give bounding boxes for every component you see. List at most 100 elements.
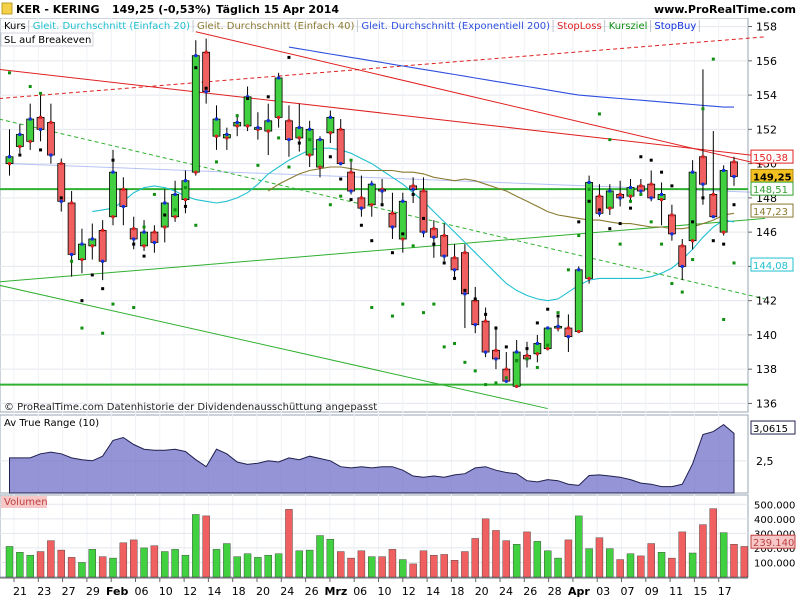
stoploss-marker	[287, 119, 291, 123]
stopbuy-marker	[163, 201, 167, 205]
volume-bar	[368, 556, 376, 578]
atr-title: Av True Range (10)	[4, 418, 99, 429]
green-dot	[473, 369, 477, 373]
green-dot	[680, 290, 684, 294]
stoploss-marker	[473, 299, 477, 303]
stopbuy-marker	[277, 76, 281, 80]
volume-bar	[357, 550, 366, 578]
price-marker-label: 147,23	[753, 207, 788, 218]
green-dot	[132, 306, 136, 310]
candle-body	[647, 183, 656, 199]
stoploss-marker	[432, 227, 436, 231]
volume-bar	[295, 550, 303, 578]
date-axis: 21 23 27 29 Feb 06 10 12 14 18 20 24 26 Mrz 06 10 12 14 18…	[0, 577, 748, 598]
legend-item-3: Gleit. Durchschnitt (Exponentiell 200)	[361, 21, 550, 32]
volume-bar	[285, 509, 293, 578]
stopbuy-marker	[473, 323, 477, 327]
stopbuy-marker	[246, 95, 250, 99]
stoploss-marker	[121, 187, 125, 191]
candle-body	[26, 118, 35, 142]
price-marker-box	[750, 203, 794, 218]
volume-bar	[171, 549, 179, 578]
stoploss-marker	[215, 134, 218, 138]
green-dot	[597, 112, 601, 116]
volume-bar	[699, 524, 707, 578]
stoploss-marker	[256, 127, 260, 131]
green-dot	[142, 225, 146, 229]
stoploss-marker	[691, 239, 695, 243]
volume-bar	[512, 544, 521, 578]
stopbuy-marker	[287, 138, 291, 142]
stoploss-marker	[101, 228, 105, 232]
stopbuy-marker	[504, 379, 508, 383]
stopbuy-marker	[359, 206, 363, 210]
price-tick-label: 152	[756, 123, 777, 136]
stoploss-marker	[266, 129, 270, 133]
stoploss-marker	[380, 187, 384, 191]
candle-body	[36, 116, 45, 130]
stopbuy-marker	[339, 162, 343, 166]
date-tick-label: 26	[523, 585, 537, 598]
sl-label-box	[0, 32, 94, 47]
price-tick-label: 146	[756, 226, 777, 239]
stoploss-marker	[670, 213, 674, 217]
stoploss-marker	[504, 367, 508, 371]
stoploss-marker	[111, 215, 115, 219]
volume-tick-label: 400.000	[754, 515, 795, 526]
volume-bar	[16, 552, 24, 578]
candle-body	[460, 252, 469, 295]
candle-body	[533, 343, 542, 355]
volume-bar	[533, 541, 542, 578]
candle-body	[140, 231, 148, 247]
stopbuy-marker	[608, 189, 612, 193]
candle-body	[678, 245, 687, 267]
stoploss-marker	[649, 182, 653, 186]
atr-marker-label: 3,0615	[753, 424, 788, 435]
volume-bar	[399, 559, 407, 578]
stopbuy-marker	[577, 268, 581, 272]
stopbuy-marker	[566, 335, 570, 339]
stopbuy-marker	[90, 237, 94, 241]
stopbuy-marker	[18, 132, 22, 136]
date-tick-label: 10	[159, 585, 173, 598]
stopbuy-marker	[204, 90, 208, 94]
stopbuy-marker	[494, 357, 498, 361]
stoploss-marker	[422, 189, 425, 193]
candle-body	[357, 197, 366, 209]
black-dot	[473, 297, 477, 301]
stoploss-marker	[722, 230, 726, 234]
volume-bar	[181, 554, 190, 578]
black-dot	[504, 345, 508, 349]
volume-bar	[626, 553, 635, 578]
volume-bar	[481, 518, 490, 578]
stoploss-marker	[80, 258, 84, 262]
trend-line	[0, 36, 766, 99]
candle-body	[326, 116, 335, 134]
stoploss-marker	[183, 198, 187, 202]
stopbuy-marker	[49, 153, 53, 157]
volume-tick-label: 100.000	[754, 558, 795, 569]
stopbuy-marker	[597, 211, 601, 215]
stopbuy-marker	[370, 182, 374, 186]
volume-bar	[67, 557, 76, 578]
stopbuy-marker	[432, 235, 436, 239]
stopbuy-marker	[587, 180, 591, 184]
date-tick-label: 18	[450, 585, 464, 598]
candle-body	[336, 128, 345, 165]
legend-item-4: StopLoss	[557, 21, 602, 32]
stoploss-marker	[680, 244, 684, 248]
candle-body	[481, 320, 490, 353]
volume-bar	[419, 550, 428, 578]
date-tick-label: 06	[135, 585, 149, 598]
date-tick-label: 26	[305, 585, 319, 598]
candle-body	[181, 180, 190, 200]
green-dot	[504, 376, 508, 380]
black-dot	[691, 220, 695, 224]
candle-body	[419, 190, 428, 233]
date-tick-label: 17	[718, 585, 732, 598]
stopbuy-marker	[484, 350, 488, 354]
stoploss-marker	[732, 160, 736, 164]
price-tick-label: 156	[756, 55, 777, 68]
green-dot	[339, 194, 343, 198]
header-bar	[0, 0, 800, 18]
